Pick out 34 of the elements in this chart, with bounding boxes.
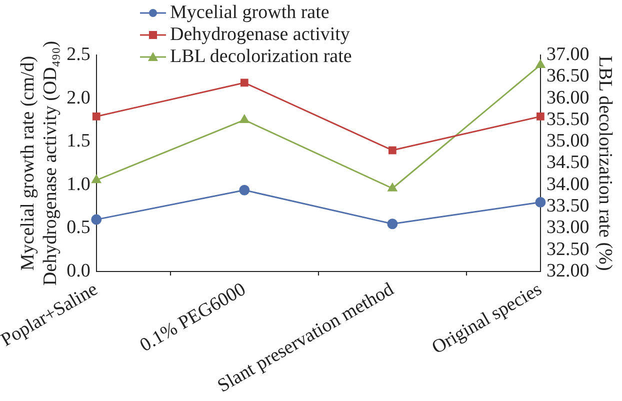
y-tick-label: 2.0 <box>66 87 90 108</box>
point <box>388 146 396 154</box>
y2-tick-label: 35.00 <box>546 130 590 152</box>
point <box>536 112 544 120</box>
y2-tick-label: 37.00 <box>546 44 590 65</box>
y2-axis-title: LBL decolorization rate (%) <box>594 56 616 271</box>
y2-tick-label: 36.00 <box>546 87 590 108</box>
y2-tick-label: 35.50 <box>546 108 590 130</box>
point <box>240 78 248 87</box>
y-axis-title: Mycelial growth rate (cm/d) Dehydrogenase activity (OD₄₉₀) <box>17 40 62 286</box>
point <box>388 183 398 192</box>
y2-tick-label: 33.00 <box>546 217 590 238</box>
y-tick-label: 1.0 <box>66 174 90 195</box>
point <box>92 112 100 120</box>
y2-tick-label: 36.50 <box>546 66 590 87</box>
y2-tick-label: 33.50 <box>546 196 590 217</box>
point <box>536 60 546 68</box>
point <box>91 214 102 225</box>
y-tick-label: 1.5 <box>66 130 90 152</box>
y-tick-label: 0.5 <box>66 217 90 238</box>
y2-tick-label: 34.00 <box>546 174 590 195</box>
y2-tick-label: 32.00 <box>546 260 590 282</box>
legend-label: Dehydrogenase activity <box>170 24 350 46</box>
point <box>92 174 102 184</box>
point <box>387 218 398 230</box>
y2-tick-label: 32.50 <box>546 238 590 260</box>
y2-tick-label: 34.50 <box>546 152 590 174</box>
point <box>239 184 250 196</box>
y-tick-label: 0.0 <box>66 260 90 282</box>
y-tick-label: 2.5 <box>66 44 90 65</box>
point <box>535 196 546 208</box>
point <box>240 114 250 123</box>
legend-label: Mycelial growth rate <box>170 2 330 24</box>
legend-label: LBL decolorization rate <box>170 46 352 68</box>
